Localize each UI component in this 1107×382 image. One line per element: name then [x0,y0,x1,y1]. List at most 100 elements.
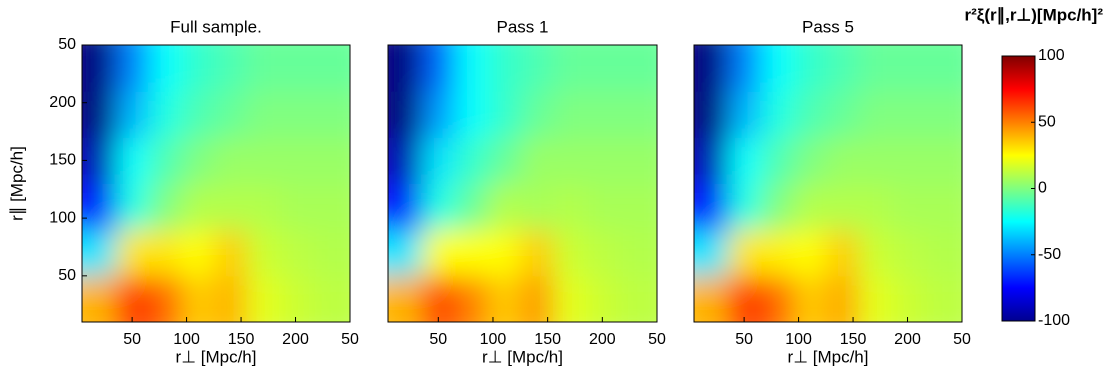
heat-cell [923,275,962,322]
heat-cell [115,45,149,92]
heat-cell [311,275,350,322]
heat-field [82,45,350,322]
heat-cell [246,45,280,92]
colorbar-tick-label: -50 [1038,246,1061,263]
heat-cell [858,275,892,322]
x-tick-label: 50 [953,331,971,348]
heat-cell [825,183,860,231]
heat-cell [279,137,313,184]
y-tick-label: 50 [58,267,76,284]
heat-cell [760,229,794,277]
heat-cell [923,183,962,231]
heat-cell [246,91,280,138]
heat-cell [487,45,521,92]
heat-cell [115,91,149,138]
y-tick-label: 150 [49,152,76,169]
heat-cell [520,275,554,322]
heat-cell [148,229,182,277]
heat-cell [388,91,423,138]
heat-cell [246,229,280,277]
x-tick-label: 150 [228,331,255,348]
y-tick-label: 100 [49,209,76,226]
heat-cell [618,229,657,277]
heat-cell [388,275,423,322]
heat-cell [487,91,521,138]
heat-cell [858,137,892,184]
heat-cell [311,137,350,184]
heat-cell [694,183,729,231]
heat-cell [760,275,794,322]
heat-cell [825,275,860,322]
heat-cell [727,229,761,277]
y-tick-label: 200 [49,94,76,111]
heat-cell [148,137,182,184]
heat-cell [82,275,117,322]
heat-cell [388,229,423,277]
heat-cell [694,229,729,277]
heat-cell [181,275,215,322]
heat-cell [825,91,860,138]
heat-cell [311,45,350,92]
heat-cell [213,229,248,277]
x-axis-label: r⊥ [Mpc/h] [788,347,869,366]
heat-cell [923,137,962,184]
heat-cell [279,275,313,322]
colorbar-title: r²ξ(r∥,r⊥)[Mpc/h]² [964,5,1103,24]
heat-cell [181,229,215,277]
heat-cell [694,91,729,138]
heat-cell [213,91,248,138]
heat-cell [487,275,521,322]
heat-cell [487,137,521,184]
heat-cell [246,137,280,184]
heat-cell [82,137,117,184]
heat-cell [279,229,313,277]
heat-cell [115,137,149,184]
heat-cell [891,229,925,277]
heat-cell [487,229,521,277]
heat-cell [421,45,456,92]
heat-cell [694,275,729,322]
x-tick-label: 50 [341,331,359,348]
x-tick-label: 100 [173,331,200,348]
heat-cell [388,45,423,92]
heat-cell [793,91,827,138]
x-tick-label: 100 [785,331,812,348]
heat-cell [115,183,149,231]
heat-cell [454,45,489,92]
heat-cell [923,229,962,277]
heat-cell [279,45,313,92]
heat-cell [858,183,892,231]
heat-cell [82,183,117,231]
plot-frame [81,44,351,323]
heat-cell [585,183,620,231]
heat-cell [858,229,892,277]
heat-cell [891,137,925,184]
colorbar-tick-label: 50 [1038,113,1056,130]
heat-cell [520,45,554,92]
x-tick-label: 200 [282,331,309,348]
heat-cell [311,229,350,277]
heat-cell [585,45,620,92]
heat-cell [585,137,620,184]
heat-cell [279,91,313,138]
heat-cell [793,183,827,231]
heat-cell [148,45,182,92]
heat-cell [553,183,587,231]
heat-cell [115,275,149,322]
heat-cell [793,137,827,184]
heat-cell [520,91,554,138]
heat-cell [213,45,248,92]
heat-cell [148,183,182,231]
heat-cell [618,45,657,92]
heat-cell [891,91,925,138]
x-tick-label: 150 [534,331,561,348]
heat-cell [388,183,423,231]
heat-cell [279,183,313,231]
heat-cell [793,275,827,322]
heat-cell [148,275,182,322]
heat-cell [487,183,521,231]
x-axis-label: r⊥ [Mpc/h] [176,347,257,366]
heat-cell [923,91,962,138]
heat-cell [727,275,761,322]
